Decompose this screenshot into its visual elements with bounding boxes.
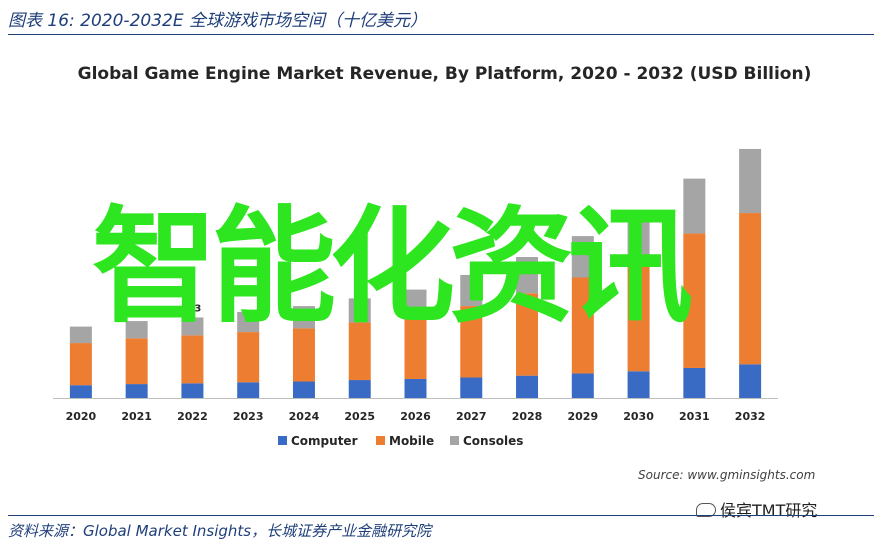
bar-mobile-2029 (571, 277, 594, 374)
bar-mobile-2030 (627, 259, 650, 372)
bar-mobile-2025 (348, 322, 371, 381)
x-tick-label-2029: 2029 (567, 410, 598, 423)
x-tick-label-2028: 2028 (512, 410, 543, 423)
x-tick-label-2032: 2032 (735, 410, 766, 423)
bar-computer-2028 (516, 375, 539, 398)
bar-computer-2032 (739, 364, 762, 398)
bar-mobile-2027 (460, 306, 483, 378)
bar-consoles-2029 (571, 236, 594, 278)
bar-mobile-2026 (404, 316, 427, 379)
wechat-account-label: 侯宾TMT研究 (720, 501, 818, 520)
chart-title: Global Game Engine Market Revenue, By Pl… (77, 64, 812, 84)
bar-consoles-2026 (404, 289, 427, 317)
data-label-2021: 2.1 (128, 307, 146, 318)
chart-source: Source: www.gminsights.com (638, 468, 816, 482)
bar-computer-2023 (237, 382, 260, 398)
bar-consoles-2028 (516, 256, 539, 294)
x-tick-label-2026: 2026 (400, 410, 431, 423)
x-tick-label-2030: 2030 (623, 410, 654, 423)
x-tick-label-2031: 2031 (679, 410, 710, 423)
wechat-icon (696, 503, 716, 517)
x-tick-label-2022: 2022 (177, 410, 208, 423)
bar-consoles-2027 (460, 274, 483, 307)
wechat-account-badge: 侯宾TMT研究 (696, 497, 818, 521)
bar-consoles-2020 (69, 326, 92, 344)
x-tick-label-2027: 2027 (456, 410, 487, 423)
bar-mobile-2022 (181, 335, 204, 384)
bar-mobile-2028 (516, 293, 539, 376)
bar-consoles-2031 (683, 178, 706, 234)
bar-computer-2027 (460, 377, 483, 398)
bar-consoles-2023 (237, 311, 260, 333)
bar-mobile-2020 (69, 343, 92, 386)
bar-computer-2020 (69, 385, 92, 398)
bar-mobile-2024 (292, 328, 315, 382)
bar-consoles-2021 (125, 321, 148, 339)
legend-swatch-consoles (450, 436, 459, 445)
bar-mobile-2031 (683, 233, 706, 368)
bar-computer-2031 (683, 367, 706, 398)
bar-consoles-2024 (292, 306, 315, 329)
x-tick-label-2024: 2024 (289, 410, 320, 423)
bar-mobile-2032 (739, 213, 762, 365)
footer-divider (8, 515, 874, 516)
x-tick-label-2020: 2020 (66, 410, 97, 423)
bar-computer-2021 (125, 384, 148, 398)
source-note: 资料来源：Global Market Insights，长城证券产业金融研究院 (8, 522, 432, 540)
bar-computer-2029 (571, 373, 594, 398)
legend-label-mobile: Mobile (389, 434, 434, 448)
bar-mobile-2021 (125, 338, 148, 385)
legend-swatch-mobile (376, 436, 385, 445)
legend-swatch-computer (278, 436, 287, 445)
bar-mobile-2023 (237, 332, 260, 383)
bar-computer-2025 (348, 380, 371, 398)
caption-divider (8, 34, 874, 35)
legend-label-consoles: Consoles (463, 434, 523, 448)
figure-caption: 图表 16: 2020-2032E 全球游戏市场空间（十亿美元） (8, 11, 427, 31)
x-tick-label-2023: 2023 (233, 410, 264, 423)
bar-computer-2026 (404, 378, 427, 398)
bar-consoles-2022 (181, 317, 204, 336)
bar-computer-2030 (627, 371, 650, 398)
bar-computer-2022 (181, 383, 204, 398)
bar-consoles-2025 (348, 298, 371, 323)
watermark-overlay: 智能化资讯 (92, 195, 693, 340)
legend-label-computer: Computer (291, 434, 358, 448)
x-tick-label-2021: 2021 (121, 410, 152, 423)
data-label-2022: 2.3 (184, 303, 202, 314)
bar-consoles-2032 (739, 148, 762, 214)
bar-consoles-2030 (627, 211, 650, 260)
x-tick-label-2025: 2025 (344, 410, 375, 423)
bar-computer-2024 (292, 381, 315, 398)
